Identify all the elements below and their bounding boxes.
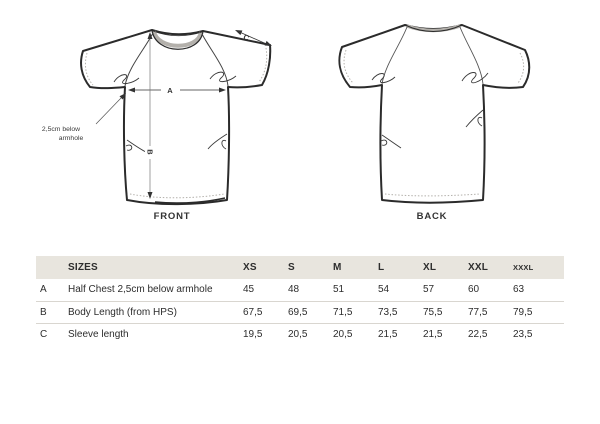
hem-stitch (129, 193, 225, 199)
wrinkle-line (477, 116, 483, 127)
table-cell: 73,5 (378, 301, 423, 324)
tshirt-back-drawing: BACK (338, 24, 531, 222)
back-stitching (343, 49, 525, 197)
table-title: SIZES (68, 262, 98, 273)
table-cell: 75,5 (423, 301, 468, 324)
collar-outer-edge (151, 29, 204, 50)
hem-stitch (384, 193, 481, 197)
arrow-b-label: B (146, 149, 155, 155)
table-header-row: SIZES XS S M L XL XXL XXXL (36, 256, 564, 279)
wrinkle-line (381, 134, 402, 149)
wrinkle-line (125, 144, 133, 151)
wrinkle-line (126, 139, 147, 153)
wrinkle-line (380, 139, 388, 146)
table-cell: 22,5 (468, 328, 488, 340)
dimension-arrow-a: A (128, 86, 226, 95)
column-header-m: M (333, 262, 342, 273)
table-cell: 19,5 (243, 328, 263, 340)
collar-rib-band (152, 30, 203, 48)
row-description: Sleeve length (68, 328, 129, 340)
annotation-text-line1: 2,5cm below (42, 126, 80, 133)
arrow-a-label: A (167, 86, 173, 95)
dimension-arrow-b: B (145, 32, 155, 199)
header-letter-spacer (36, 256, 68, 279)
armhole-annotation: 2,5cm below armhole (42, 93, 126, 142)
table-cell: 20,5 (333, 328, 353, 340)
size-table: SIZES XS S M L XL XXL XXXL A Half Chest … (36, 256, 564, 345)
arrow-a-right-head (219, 87, 226, 93)
left-armhole-seam (381, 26, 408, 85)
wrinkle-line (113, 74, 140, 85)
table-row-b: B Body Length (from HPS) 67,5 69,5 71,5 … (36, 301, 564, 324)
arrow-c-label: C (242, 32, 251, 43)
column-header-xxl: XXL (468, 262, 489, 273)
wrinkle-line (371, 73, 396, 84)
column-header-l: L (378, 262, 385, 273)
row-letter: C (40, 328, 48, 340)
collar-lower-edge (404, 24, 463, 33)
wrinkle-line (221, 139, 227, 150)
wrinkle-line (465, 109, 484, 128)
front-body-outline (80, 29, 272, 206)
table-cell: 45 (243, 279, 288, 302)
table-cell: 21,5 (423, 328, 443, 340)
arrow-b-top-head (147, 32, 153, 39)
wrinkle-line (207, 133, 228, 150)
back-view-label: BACK (417, 211, 448, 222)
table-cell: 67,5 (243, 301, 288, 324)
annotation-arrow-head (119, 93, 126, 100)
arrow-b-label-bg (145, 146, 155, 159)
back-body-outline (338, 24, 531, 204)
table-cell: 57 (423, 279, 468, 302)
collar-inner-edge (152, 30, 203, 37)
dimension-arrow-c: C (235, 30, 272, 46)
table-cell: 51 (333, 279, 378, 302)
table-cell: 54 (378, 279, 423, 302)
right-armhole-seam (201, 33, 229, 87)
table-cell: 69,5 (288, 301, 333, 324)
arrow-a-left-head (128, 87, 135, 93)
arrow-c-line (239, 31, 267, 45)
table-cell: 63 (513, 279, 564, 302)
front-shirt-outline (80, 29, 272, 206)
left-cuff-stitch (84, 52, 94, 86)
column-header-xxxl: XXXL (513, 263, 534, 272)
row-letter: A (36, 279, 68, 302)
table-cell: 20,5 (288, 328, 308, 340)
table-cell: 60 (468, 279, 513, 302)
right-cuff-stitch (517, 52, 525, 84)
tshirt-front-drawing: A B C 2,5cm below armhole FRONT (42, 29, 272, 222)
table-row-a: A Half Chest 2,5cm below armhole 45 48 5… (36, 279, 564, 302)
wrinkle-line (209, 71, 237, 83)
table-cell: 48 (288, 279, 333, 302)
annotation-text-line2: armhole (59, 135, 84, 142)
left-cuff-stitch (343, 49, 354, 84)
table-cell: 21,5 (378, 328, 398, 340)
annotation-leader-line (95, 96, 123, 125)
row-description: Body Length (from HPS) (68, 301, 243, 324)
right-cuff-stitch (258, 47, 268, 83)
table-cell: 71,5 (333, 301, 378, 324)
table-cell: 23,5 (513, 328, 533, 340)
table-cell: 77,5 (468, 301, 513, 324)
column-header-xl: XL (423, 262, 437, 273)
wrinkle-line (461, 72, 489, 84)
row-letter: B (36, 301, 68, 324)
front-view-label: FRONT (154, 211, 191, 222)
table-cell: 79,5 (513, 301, 564, 324)
column-header-s: S (288, 262, 295, 273)
column-header-xs: XS (243, 262, 257, 273)
back-wrinkles (371, 72, 489, 149)
arrow-c-lower-head (264, 40, 272, 46)
front-wrinkles (113, 71, 237, 153)
hem-shadow (154, 197, 226, 204)
table-row-c: C Sleeve length 19,5 20,5 20,5 21,5 21,5… (36, 323, 564, 345)
arrow-c-upper-head (235, 30, 243, 36)
front-stitching (84, 47, 268, 199)
back-collar (404, 24, 463, 33)
arrow-b-bottom-head (147, 192, 153, 199)
row-description: Half Chest 2,5cm below armhole (68, 279, 243, 302)
front-collar (151, 29, 204, 50)
